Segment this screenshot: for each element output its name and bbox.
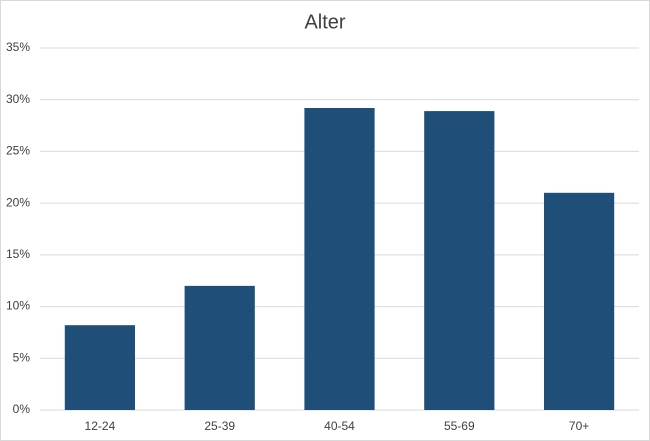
bar <box>424 111 495 410</box>
x-tick-label: 25-39 <box>204 419 235 433</box>
y-tick-label: 15% <box>6 247 30 261</box>
y-tick-label: 10% <box>6 299 30 313</box>
y-tick-label: 20% <box>6 195 30 209</box>
x-tick-label: 40-54 <box>324 419 355 433</box>
y-tick-label: 0% <box>13 402 31 416</box>
x-tick-label: 12-24 <box>85 419 116 433</box>
bar <box>184 285 255 410</box>
y-tick-label: 35% <box>6 40 30 54</box>
y-tick-label: 30% <box>6 92 30 106</box>
y-tick-label: 25% <box>6 144 30 158</box>
bar <box>543 192 615 410</box>
x-tick-label: 55-69 <box>444 419 475 433</box>
y-tick-label: 5% <box>13 350 31 364</box>
bar <box>304 107 375 410</box>
x-tick-label: 70+ <box>569 419 589 433</box>
bar <box>64 325 136 410</box>
chart-title: Alter <box>304 11 345 33</box>
